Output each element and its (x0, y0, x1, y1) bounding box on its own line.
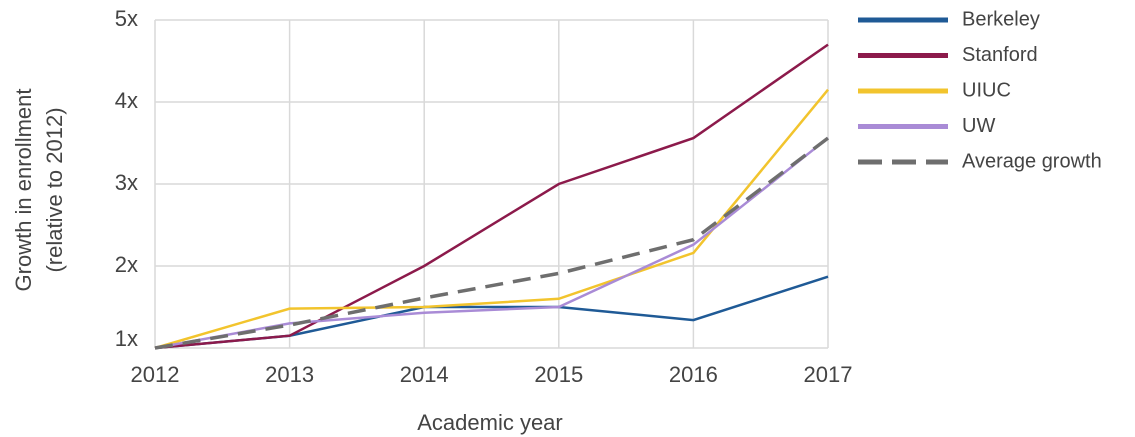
legend-label: Berkeley (962, 8, 1040, 30)
x-tick-label: 2012 (131, 362, 180, 387)
x-tick-label: 2013 (265, 362, 314, 387)
x-tick-label: 2016 (669, 362, 718, 387)
legend-label: Stanford (962, 44, 1038, 66)
legend-label: UW (962, 115, 995, 137)
series-line (154, 43, 829, 350)
y-tick-label: 4x (115, 88, 138, 113)
y-tick-label: 1x (115, 326, 138, 351)
y-tick-label: 5x (115, 6, 138, 31)
x-axis-label: Academic year (417, 410, 563, 435)
x-tick-label: 2014 (400, 362, 449, 387)
legend-label: Average growth (962, 150, 1102, 172)
x-tick-label: 2017 (804, 362, 853, 387)
y-axis-label: (relative to 2012) (42, 107, 67, 272)
series-line (154, 136, 830, 350)
x-tick-label: 2015 (534, 362, 583, 387)
series-line (154, 137, 829, 350)
y-tick-label: 3x (115, 170, 138, 195)
y-axis-label: Growth in enrollment (11, 89, 36, 292)
y-tick-label: 2x (115, 252, 138, 277)
legend-label: UIUC (962, 79, 1011, 101)
